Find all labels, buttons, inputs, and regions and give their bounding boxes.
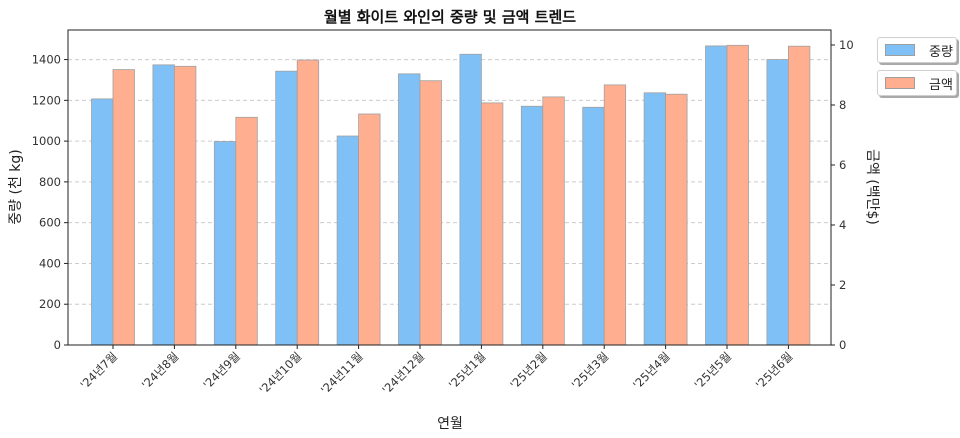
x-tick-label: '25년6월 (753, 349, 796, 392)
legend-item-amount[interactable]: 금액 (877, 70, 957, 96)
y-tick-label: 200 (39, 297, 61, 311)
bar-amount (542, 96, 565, 346)
bar-weight (520, 105, 544, 346)
bar-amount (788, 45, 811, 346)
bar-weight (643, 92, 666, 346)
y-tick-label: 1400 (32, 53, 61, 67)
x-axis-label: 연월 (437, 416, 463, 432)
bar-weight (152, 64, 175, 346)
x-tick-label: '25년3월 (569, 349, 612, 392)
x-axis: '24년7월 '24년8월 '24년9월 '24년10월 '24년11월 '24년12월 '… (77, 345, 796, 397)
x-tick-label: '25년5월 (691, 349, 734, 392)
y-axis-right: 0 2 4 6 8 10 (831, 38, 854, 352)
bar-amount (603, 84, 627, 346)
bar-weight (766, 59, 789, 346)
y2-tick-label: 6 (839, 158, 846, 172)
legend-label: 금액 (929, 77, 953, 93)
x-tick-label: '24년12월 (379, 349, 427, 397)
y-tick-label: 0 (54, 338, 61, 352)
x-tick-label: '24년8월 (139, 349, 182, 392)
x-tick-label: '24년11월 (318, 349, 366, 397)
bar-amount (419, 80, 442, 346)
y2-tick-label: 4 (839, 218, 846, 232)
bar-weight (398, 73, 421, 346)
x-tick-label: '24년10월 (257, 349, 305, 397)
bar-amount (358, 113, 381, 346)
bar-weight (213, 141, 237, 346)
y-tick-label: 1200 (32, 93, 61, 107)
x-tick-label: '25년1월 (446, 349, 489, 392)
legend-label: 중량 (929, 44, 953, 60)
bar-amount (235, 116, 258, 346)
legend-item-weight[interactable]: 중량 (877, 37, 957, 63)
bar-amount (480, 102, 504, 346)
legend-swatch-amount (885, 77, 915, 89)
x-tick-label: '24년7월 (77, 349, 120, 392)
y-tick-label: 400 (39, 256, 61, 270)
bar-amount (665, 93, 688, 346)
y2-tick-label: 8 (839, 98, 846, 112)
bar-amount (726, 44, 749, 346)
y2-tick-label: 0 (839, 338, 846, 352)
bar-weight (705, 45, 728, 346)
bar-amount (296, 59, 320, 346)
y-tick-label: 1000 (32, 134, 61, 148)
bar-weight (275, 70, 298, 346)
bar-amount (112, 69, 135, 346)
x-tick-label: '25년2월 (507, 349, 550, 392)
legend: 중량 금액 (877, 37, 957, 103)
bars (91, 44, 811, 346)
legend-swatch-weight (885, 44, 915, 56)
y-axis-left: 0 200 400 600 800 1000 1200 1400 (32, 53, 68, 352)
y-tick-label: 800 (39, 175, 61, 189)
bar-weight (336, 135, 360, 346)
y-tick-label: 600 (39, 216, 61, 230)
y2-axis-label: 금액 (백만$) (864, 149, 880, 225)
y2-tick-label: 10 (839, 38, 854, 52)
x-tick-label: '25년4월 (630, 349, 673, 392)
bar-weight (91, 98, 114, 346)
y2-tick-label: 2 (839, 278, 846, 292)
bar-weight (459, 53, 482, 346)
x-tick-label: '24년9월 (200, 349, 243, 392)
bar-amount (173, 65, 197, 346)
y-axis-label: 중량 (천 kg) (8, 149, 24, 224)
chart-title: 월별 화이트 와인의 중량 및 금액 트렌드 (324, 8, 576, 26)
plot-frame (67, 29, 832, 346)
bar-weight (582, 106, 605, 346)
